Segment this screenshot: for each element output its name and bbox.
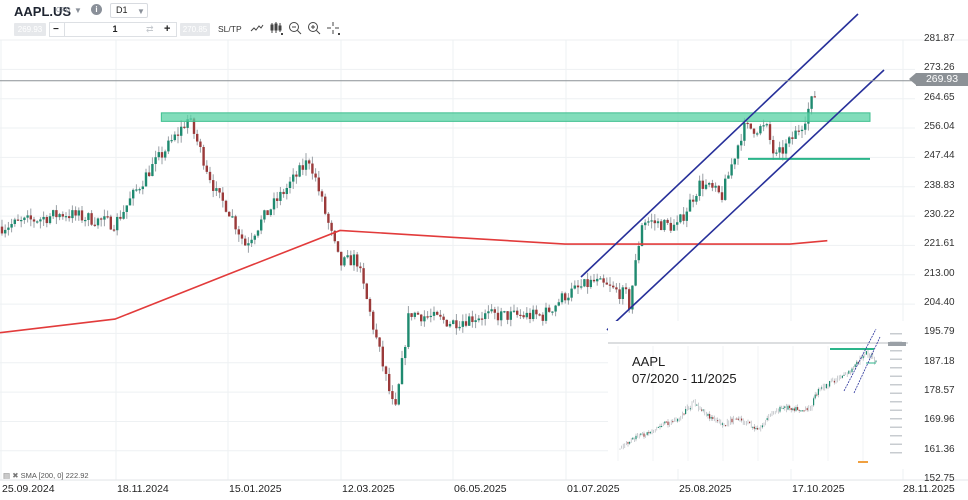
quantity-stepper[interactable]: − 1 ⇄ [49,22,177,37]
instrument-type: CFD [56,7,71,14]
time-axis-label: 18.11.2024 [117,483,169,495]
price-axis-label: 264.65 [924,91,955,103]
crosshair-icon[interactable] [326,21,340,35]
buy-price-button[interactable]: 270.85 [180,23,210,36]
price-axis-label: 247.44 [924,150,955,162]
inset-title: AAPL 07/2020 - 11/2025 [632,353,737,387]
zoom-out-icon[interactable] [288,21,302,35]
price-axis-label: 230.22 [924,209,955,221]
inset-title-range: 07/2020 - 11/2025 [632,371,737,386]
inset-title-symbol: AAPL [632,354,666,369]
line-chart-icon[interactable] [250,21,264,35]
indicator-legend: ▤ ✖ SMA [200, 0] 222.92 [3,471,89,480]
swap-icon[interactable]: ⇄ [146,24,154,34]
sma-label: SMA [200, 0] 222.92 [20,471,89,480]
indicator-settings-icon[interactable]: ▤ [3,471,11,480]
inset-chart [608,328,908,463]
price-axis-label: 161.36 [924,443,955,455]
inset-long-term-chart: AAPL 07/2020 - 11/2025 [608,321,918,469]
time-axis-label: 15.01.2025 [229,483,282,495]
sell-price-button[interactable]: 269.93 [14,23,46,36]
price-axis-label: 273.26 [924,62,955,74]
current-price-tag: 269.93 [909,73,968,86]
time-axis-label: 25.09.2024 [2,483,55,495]
price-axis-label: 195.79 [924,326,955,338]
time-axis-label: 06.05.2025 [454,483,507,495]
price-axis-label: 213.00 [924,267,955,279]
time-axis-label: 01.07.2025 [567,483,620,495]
minus-icon[interactable]: − [53,24,59,35]
price-axis-label: 281.87 [924,33,955,44]
price-axis-label: 238.83 [924,179,955,191]
time-axis-label: 12.03.2025 [342,483,395,495]
symbol-label[interactable]: AAPL.US [14,4,72,19]
symbol-dropdown-icon[interactable]: ▼ [74,6,82,15]
time-axis-label: 17.10.2025 [792,483,845,495]
candles-icon[interactable] [269,21,283,35]
sltp-button[interactable]: SL/TP [218,24,242,34]
price-axis-label: 221.61 [924,238,955,250]
quantity-input[interactable]: 1 [112,24,118,34]
info-icon[interactable]: i [91,4,102,15]
plus-icon[interactable]: + [164,23,171,35]
timeframe-value: D1 [116,5,128,15]
price-axis-label: 152.75 [924,473,955,485]
chevron-down-icon: ▼ [137,7,145,16]
zoom-in-icon[interactable] [307,21,321,35]
time-axis-label: 28.11.2025 [903,483,955,495]
time-axis-label: 25.08.2025 [679,483,732,495]
remove-indicator-icon[interactable]: ✖ [12,471,19,480]
price-axis-label: 169.96 [924,414,955,426]
price-axis-label: 256.04 [924,121,955,133]
price-axis-label: 204.40 [924,297,955,309]
timeframe-select[interactable]: D1 ▼ [110,3,148,18]
toolbar: AAPL.US CFD ▼ i D1 ▼ 269.93 − 1 ⇄ + 270.… [0,0,968,40]
price-axis-label: 187.18 [924,355,955,367]
price-axis-label: 178.57 [924,385,955,397]
